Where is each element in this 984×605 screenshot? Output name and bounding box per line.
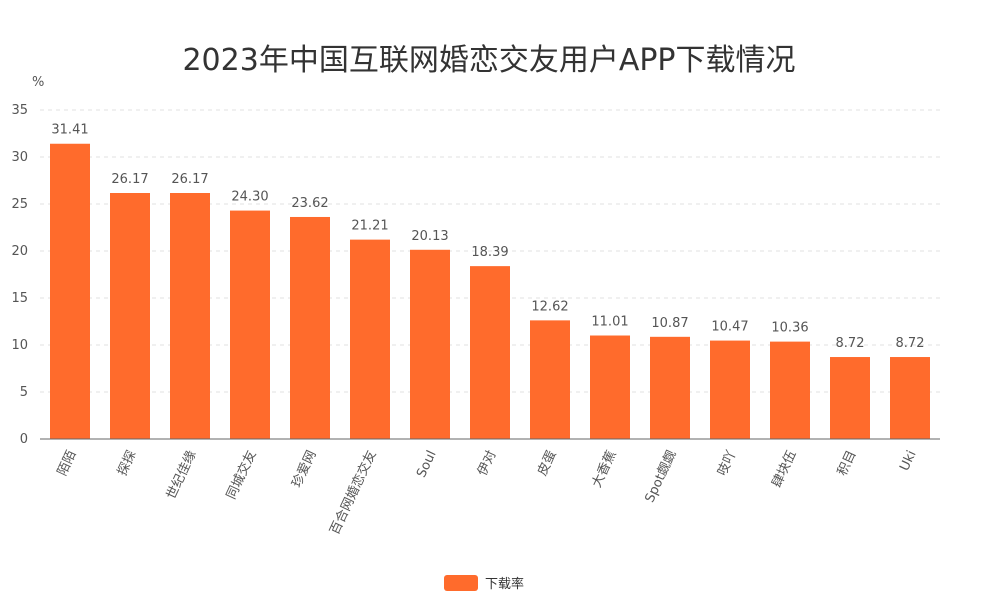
bar[interactable] bbox=[650, 336, 690, 439]
bar[interactable] bbox=[290, 216, 330, 439]
data-labels: 31.41 26.17 26.17 24.30 23.62 21.21 20.13 18.39… bbox=[51, 123, 924, 351]
data-label: 10.36 bbox=[771, 321, 808, 336]
x-tick-label: 大香蕉 bbox=[590, 448, 620, 490]
x-tick-label: 探探 bbox=[115, 448, 140, 478]
x-tick-label: 同城交友 bbox=[223, 448, 259, 502]
x-tick-label: 陌陌 bbox=[55, 448, 80, 478]
bar[interactable] bbox=[890, 357, 930, 439]
bar[interactable] bbox=[110, 193, 150, 439]
bar[interactable] bbox=[710, 340, 750, 439]
y-tick-label: 5 bbox=[20, 385, 28, 400]
y-axis-unit: % bbox=[32, 75, 44, 90]
data-label: 20.13 bbox=[411, 229, 448, 244]
legend-label[interactable]: 下载率 bbox=[485, 576, 524, 592]
y-tick-label: 20 bbox=[11, 244, 28, 259]
data-label: 8.72 bbox=[896, 336, 925, 351]
y-tick-label: 0 bbox=[20, 432, 28, 447]
data-label: 11.01 bbox=[591, 315, 628, 330]
y-tick-label: 30 bbox=[11, 150, 28, 165]
data-label: 23.62 bbox=[291, 196, 328, 211]
bar[interactable] bbox=[170, 193, 210, 439]
data-label: 26.17 bbox=[111, 172, 148, 187]
x-tick-label: 伊对 bbox=[475, 448, 500, 478]
data-label: 21.21 bbox=[351, 219, 388, 234]
data-label: 8.72 bbox=[836, 336, 865, 351]
x-tick-label: Soul bbox=[414, 448, 439, 480]
data-label: 26.17 bbox=[171, 172, 208, 187]
legend[interactable]: 下载率 bbox=[444, 575, 524, 592]
data-label: 10.47 bbox=[711, 320, 748, 335]
x-tick-label: Uki bbox=[897, 448, 919, 473]
bar[interactable] bbox=[470, 266, 510, 439]
x-tick-label: Spot觑觑 bbox=[643, 448, 680, 505]
bar[interactable] bbox=[770, 341, 810, 439]
bar[interactable] bbox=[410, 249, 450, 439]
y-tick-label: 25 bbox=[11, 197, 28, 212]
bar[interactable] bbox=[50, 143, 90, 439]
legend-swatch[interactable] bbox=[444, 575, 478, 591]
x-tick-label: 肆块伍 bbox=[770, 448, 800, 490]
y-tick-label: 10 bbox=[11, 338, 28, 353]
x-tick-label: 积目 bbox=[835, 448, 860, 478]
y-axis-ticks: 0 5 10 15 20 25 30 35 bbox=[11, 103, 28, 447]
data-label: 12.62 bbox=[531, 299, 568, 314]
x-tick-label: 皮蛋 bbox=[535, 448, 560, 478]
data-label: 18.39 bbox=[471, 245, 508, 260]
y-tick-label: 15 bbox=[11, 291, 28, 306]
x-tick-label: 吱吖 bbox=[715, 448, 740, 478]
data-label: 24.30 bbox=[231, 190, 268, 205]
bars bbox=[50, 143, 930, 439]
bar[interactable] bbox=[350, 239, 390, 439]
data-label: 10.87 bbox=[651, 316, 688, 331]
bar[interactable] bbox=[530, 320, 570, 439]
chart-title: 2023年中国互联网婚恋交友用户APP下载情况 bbox=[182, 43, 795, 78]
y-tick-label: 35 bbox=[11, 103, 28, 118]
x-tick-label: 世纪佳缘 bbox=[164, 448, 200, 501]
bar[interactable] bbox=[230, 210, 270, 439]
x-tick-label: 珍爱网 bbox=[290, 448, 320, 490]
data-label: 31.41 bbox=[51, 123, 88, 138]
bar[interactable] bbox=[590, 335, 630, 439]
bar[interactable] bbox=[830, 357, 870, 439]
x-axis-ticks: 陌陌 探探 世纪佳缘 同城交友 珍爱网 百合网婚恋交友 Soul 伊对 皮蛋 大香蕉 Spot觑觑 吱… bbox=[55, 448, 920, 537]
x-tick-label: 百合网婚恋交友 bbox=[327, 448, 380, 537]
